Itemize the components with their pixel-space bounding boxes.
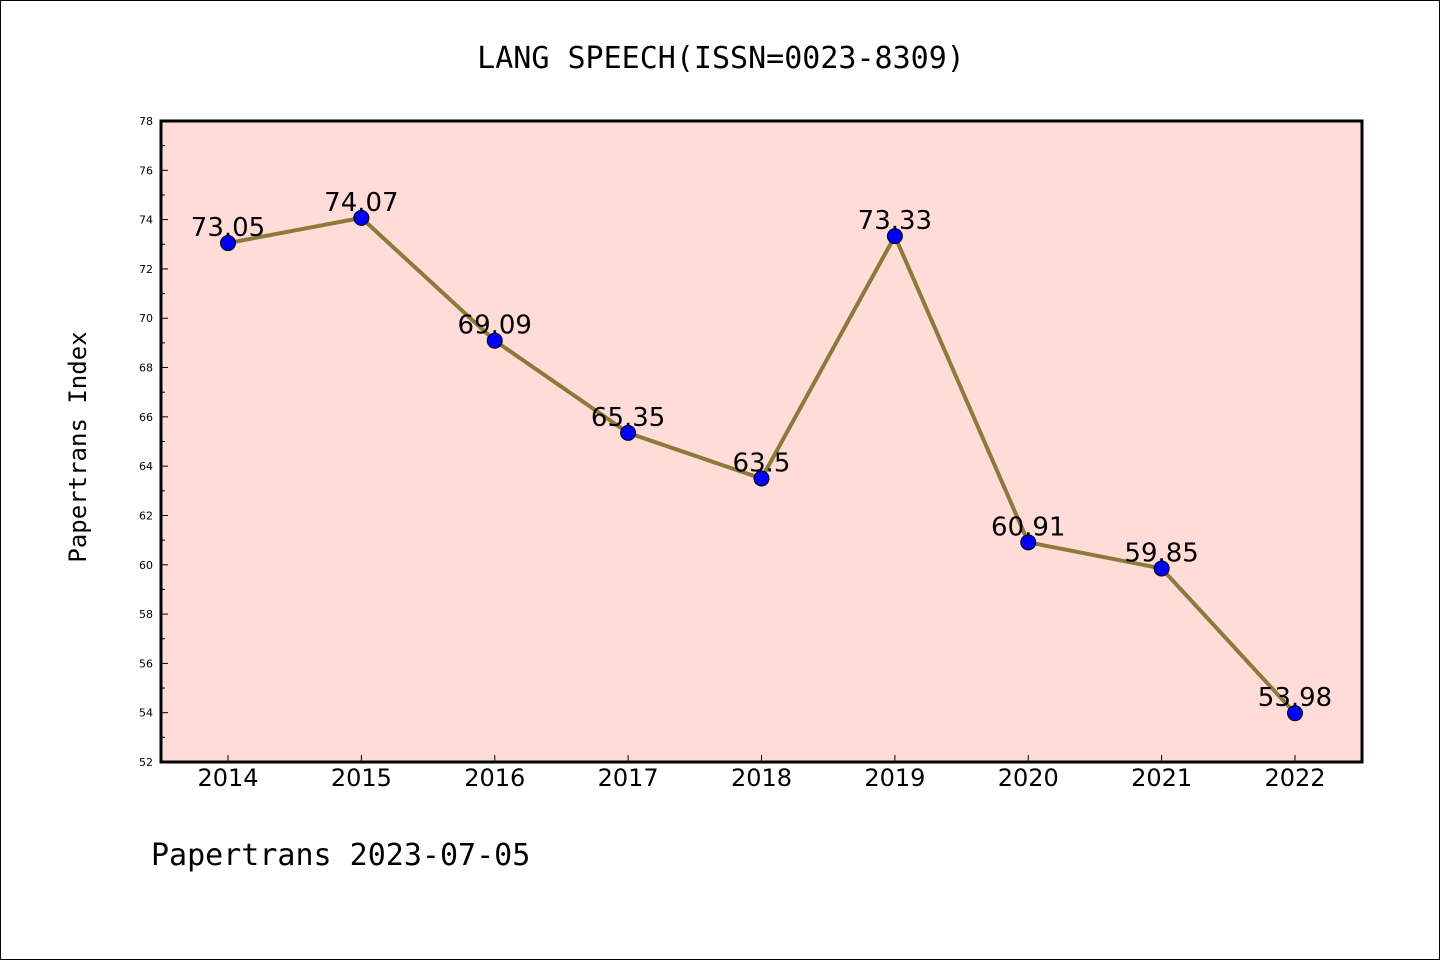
data-point — [886, 228, 903, 245]
data-point — [220, 235, 236, 252]
data-point — [1287, 705, 1303, 722]
data-labels: 73.05 74.07 69.09 65.35 63.5 73.33 60.91 59.85 5… — [191, 188, 1332, 713]
plot-area — [161, 121, 1362, 762]
y-tick-label: 56 — [139, 657, 153, 670]
x-tick-label: 2021 — [1131, 764, 1192, 792]
data-point — [753, 470, 770, 487]
x-tick-label: 2019 — [864, 764, 925, 792]
x-tick-label: 2014 — [197, 764, 258, 792]
data-label: 63.5 — [733, 448, 791, 478]
y-tick-label: 64 — [139, 460, 153, 473]
x-tick-label: 2020 — [998, 764, 1059, 792]
data-markers — [220, 209, 1303, 722]
x-tick-label: 2017 — [598, 764, 659, 792]
y-axis-label: Papertrans Index — [64, 331, 92, 562]
y-axis-ticks: 52 54 56 58 60 62 64 66 68 70 72 74 76 78 — [139, 115, 168, 769]
data-label: 60.91 — [991, 512, 1065, 542]
plot-border — [159, 119, 1364, 764]
data-label: 73.05 — [191, 213, 265, 243]
data-label: 59.85 — [1124, 538, 1198, 568]
y-tick-label: 54 — [139, 707, 153, 720]
y-tick-label: 62 — [139, 509, 153, 522]
data-point — [620, 424, 637, 441]
x-axis-ticks: 2014 2015 2016 2017 2018 2019 2020 2021 2022 — [197, 755, 1326, 792]
y-tick-label: 72 — [139, 263, 153, 276]
data-label: 65.35 — [591, 403, 665, 433]
data-point — [486, 332, 503, 349]
x-tick-label: 2022 — [1264, 764, 1325, 792]
chart-title: LANG SPEECH(ISSN=0023-8309) — [477, 41, 965, 76]
data-point — [353, 209, 370, 226]
x-tick-label: 2016 — [464, 764, 525, 792]
data-point — [1153, 560, 1170, 577]
y-tick-label: 70 — [139, 312, 153, 325]
footer-credit: Papertrans 2023-07-05 — [151, 838, 530, 873]
y-tick-label: 76 — [139, 164, 153, 177]
y-tick-label: 58 — [139, 608, 153, 621]
x-tick-label: 2018 — [731, 764, 792, 792]
y-tick-label: 66 — [139, 411, 153, 424]
y-tick-label: 52 — [139, 756, 153, 769]
y-tick-label: 60 — [139, 559, 153, 572]
x-tick-label: 2015 — [331, 764, 392, 792]
y-tick-label: 74 — [139, 214, 153, 227]
data-label: 53.98 — [1258, 683, 1332, 713]
y-tick-label: 78 — [139, 115, 153, 128]
data-label: 69.09 — [458, 311, 532, 341]
data-label: 74.07 — [324, 188, 398, 218]
data-point — [1020, 534, 1037, 551]
y-tick-label: 68 — [139, 362, 153, 375]
data-label: 73.33 — [858, 206, 932, 236]
